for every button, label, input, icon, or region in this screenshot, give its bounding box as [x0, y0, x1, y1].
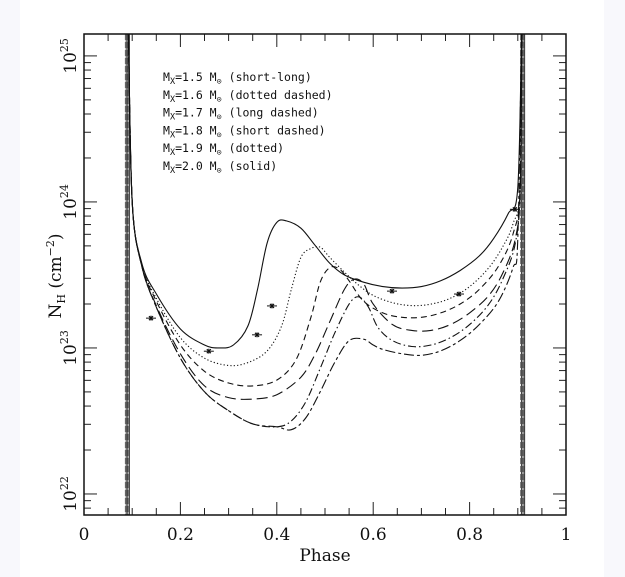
- legend-sun-symbol: ⊙: [217, 130, 222, 140]
- y-tick-label-exp: 25: [58, 38, 71, 52]
- legend-entry: MX=1.8 M⊙ (short dashed): [163, 123, 326, 140]
- data-point: [145, 315, 156, 321]
- legend-entry: MX=1.6 M⊙ (dotted dashed): [163, 88, 333, 105]
- y-axis-title-unit-exp: −2: [44, 240, 57, 256]
- legend-entry: MX=1.7 M⊙ (long dashed): [163, 106, 319, 123]
- legend: MX=1.5 M⊙ (short-long)MX=1.6 M⊙ (dotted …: [163, 70, 333, 176]
- legend-entry: MX=2.0 M⊙ (solid): [163, 159, 277, 176]
- legend-line-style: (dotted): [222, 141, 284, 155]
- series-line-short: [127, 34, 523, 387]
- svg-text:NH (cm−2): NH (cm−2): [44, 233, 68, 318]
- data-point: [386, 288, 397, 294]
- legend-mass-sub: X: [170, 95, 176, 105]
- x-axis-title: Phase: [299, 546, 350, 566]
- legend-sun-symbol: ⊙: [217, 113, 222, 123]
- y-axis-title-unit: (cm: [46, 256, 66, 288]
- legend-mass-sub: X: [170, 130, 176, 140]
- legend-entry: MX=1.5 M⊙ (short-long): [163, 70, 312, 87]
- y-tick-label-base: 10: [61, 52, 81, 74]
- svg-text:1022: 1022: [58, 476, 81, 512]
- y-tick-label-base: 10: [61, 198, 81, 220]
- observed-points: [145, 206, 520, 354]
- y-tick-label: 1024: [58, 184, 81, 220]
- series-line-long: [127, 34, 523, 400]
- series-line-dotdash: [127, 34, 523, 428]
- y-axis-title-sub: H: [55, 294, 68, 304]
- legend-line-style: (short dashed): [222, 123, 326, 137]
- data-point: [266, 303, 277, 309]
- x-tick-label: 0.2: [167, 525, 194, 545]
- legend-mass-symbol: M: [163, 141, 170, 155]
- series-line-solid: [127, 34, 523, 349]
- y-tick-label: 1025: [58, 38, 81, 74]
- legend-entry: MX=1.9 M⊙ (dotted): [163, 141, 284, 158]
- y-axis-title-main: N: [46, 304, 66, 319]
- y-tick-label-exp: 24: [58, 184, 71, 198]
- legend-sun-symbol: ⊙: [217, 77, 222, 87]
- legend-mass-value: =2.0 M: [175, 159, 217, 173]
- x-tick-label: 0: [79, 525, 90, 545]
- axis-ticks: [83, 34, 567, 515]
- svg-text:1024: 1024: [58, 184, 81, 220]
- legend-mass-value: =1.6 M: [175, 88, 217, 102]
- legend-mass-symbol: M: [163, 70, 170, 84]
- svg-text:1025: 1025: [58, 38, 81, 74]
- y-axis-title-unit-close: ): [46, 233, 66, 240]
- legend-mass-value: =1.7 M: [175, 106, 217, 120]
- data-point: [252, 332, 263, 338]
- x-tick-label: 1: [561, 525, 572, 545]
- x-tick-labels: 0 0.2 0.4 0.6 0.8 1: [79, 525, 572, 545]
- x-tick-label: 0.4: [263, 525, 290, 545]
- y-tick-label-base: 10: [61, 344, 81, 366]
- legend-mass-symbol: M: [163, 88, 170, 102]
- legend-line-style: (solid): [222, 159, 277, 173]
- y-axis-title: NH (cm−2): [44, 233, 68, 318]
- legend-mass-value: =1.8 M: [175, 123, 217, 137]
- legend-mass-symbol: M: [163, 159, 170, 173]
- legend-mass-value: =1.5 M: [175, 70, 217, 84]
- data-point: [203, 348, 214, 354]
- svg-text:1023: 1023: [58, 330, 81, 366]
- legend-sun-symbol: ⊙: [217, 166, 222, 176]
- y-tick-label-base: 10: [61, 490, 81, 512]
- model-curves: [127, 34, 523, 431]
- legend-line-style: (long dashed): [222, 106, 319, 120]
- legend-sun-symbol: ⊙: [217, 95, 222, 105]
- legend-mass-symbol: M: [163, 106, 170, 120]
- data-point: [453, 291, 464, 297]
- data-point: [509, 206, 520, 212]
- y-tick-label-exp: 23: [58, 330, 71, 344]
- legend-mass-sub: X: [170, 113, 176, 123]
- plot-frame: [83, 33, 567, 516]
- legend-sun-symbol: ⊙: [217, 148, 222, 158]
- legend-mass-sub: X: [170, 77, 176, 87]
- y-tick-label-exp: 22: [58, 476, 71, 490]
- legend-mass-sub: X: [170, 166, 176, 176]
- legend-mass-symbol: M: [163, 123, 170, 137]
- y-tick-label: 1022: [58, 476, 81, 512]
- chart-canvas: 0 0.2 0.4 0.6 0.8 1 1022 1023 1024 1025 Phase NH…: [20, 0, 604, 577]
- legend-line-style: (short-long): [222, 70, 312, 84]
- legend-line-style: (dotted dashed): [222, 88, 333, 102]
- legend-mass-sub: X: [170, 148, 176, 158]
- y-tick-label: 1023: [58, 330, 81, 366]
- x-tick-label: 0.8: [456, 525, 483, 545]
- legend-mass-value: =1.9 M: [175, 141, 217, 155]
- series-line-shortlong: [127, 34, 523, 431]
- x-tick-label: 0.6: [360, 525, 387, 545]
